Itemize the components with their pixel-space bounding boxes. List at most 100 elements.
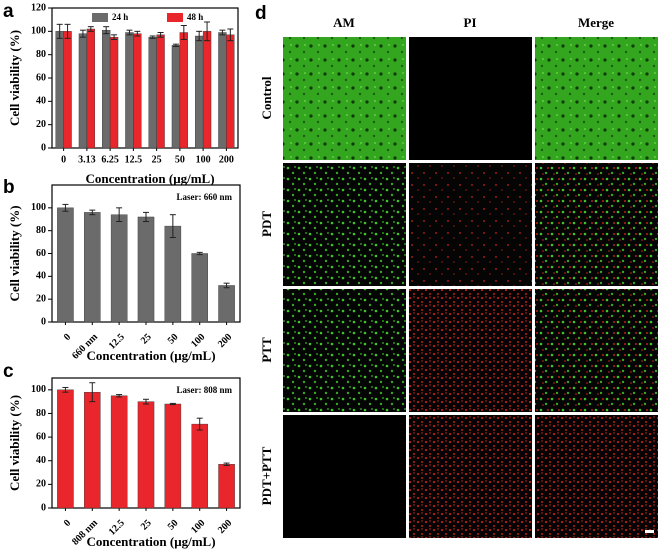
bar [84, 391, 101, 509]
bar [57, 207, 74, 323]
y-tick-label: 40 [36, 96, 46, 107]
y-tick-label: 0 [41, 142, 46, 153]
error-bar [89, 209, 96, 216]
legend-label: 24 h [112, 12, 128, 22]
x-tick-label: 100 [196, 154, 211, 165]
y-tick-label: 40 [36, 271, 46, 282]
bar [218, 32, 227, 149]
bar [171, 45, 181, 149]
error-bar [103, 26, 110, 35]
bar [202, 31, 212, 149]
bar [137, 216, 155, 323]
y-axis-title: Cell viability (%) [7, 30, 22, 126]
micrograph [283, 163, 406, 286]
error-bar [223, 282, 230, 289]
error-bar [111, 34, 118, 40]
panel-label: c [3, 361, 14, 382]
column-header: Merge [578, 15, 614, 30]
bar [137, 401, 155, 509]
bar [218, 464, 235, 509]
bar [57, 389, 74, 509]
x-tick-label: 200 [216, 332, 234, 350]
bar [84, 212, 101, 323]
y-tick-label: 80 [36, 225, 46, 236]
y-tick-label: 120 [31, 2, 46, 13]
x-axis-title: Concentration (μg/mL) [85, 171, 214, 186]
error-bar [116, 207, 123, 223]
bar [179, 32, 188, 149]
bar [148, 36, 157, 149]
micrograph [535, 289, 658, 412]
bar-charts: a 0 20 40 60 80 100 120 Cell viability (%) Concen… [3, 1, 241, 549]
error-bar [196, 417, 203, 431]
row-header: Control [259, 76, 274, 119]
error-bar [143, 211, 149, 223]
error-bar [227, 28, 234, 42]
micrograph [535, 37, 658, 160]
x-tick-label: 50 [166, 332, 181, 347]
micrograph [409, 415, 532, 538]
error-bar [116, 394, 123, 398]
bar [191, 423, 208, 509]
error-bar [219, 29, 226, 36]
micrograph [283, 37, 406, 160]
bar [191, 253, 208, 323]
x-tick-label: 0 [61, 154, 66, 165]
y-tick-label: 20 [36, 479, 46, 490]
x-tick-label: 25 [152, 154, 162, 165]
y-tick-label: 40 [36, 455, 46, 466]
error-bar [143, 398, 149, 405]
error-bar [196, 30, 203, 42]
y-tick-label: 100 [31, 26, 46, 37]
y-tick-label: 0 [41, 502, 46, 513]
y-tick-label: 100 [31, 384, 46, 395]
error-bar [79, 29, 86, 38]
error-bar [149, 35, 156, 39]
x-tick-label: 25 [139, 332, 154, 347]
annotation: Laser: 808 nm [177, 385, 233, 395]
bar [195, 35, 204, 149]
x-tick-label: 200 [219, 154, 234, 165]
x-axis-title: Concentration (μg/mL) [86, 534, 215, 549]
bar [218, 285, 235, 323]
legend-label: 48 h [187, 12, 203, 22]
error-bar [89, 382, 96, 403]
x-tick-label: 12.5 [125, 154, 143, 165]
y-tick-label: 20 [36, 119, 46, 130]
micrograph [409, 289, 532, 412]
row-header: PDT [259, 211, 274, 237]
error-bar [204, 21, 211, 42]
bar [164, 403, 182, 509]
legend-swatch [92, 13, 108, 22]
micrograph [409, 37, 532, 160]
error-bar [223, 462, 230, 466]
error-bar [157, 32, 164, 38]
error-bar [62, 203, 69, 212]
annotation: Laser: 660 nm [177, 192, 233, 202]
column-header: AM [333, 15, 355, 30]
error-bar [64, 23, 71, 39]
x-tick-label: 50 [175, 154, 185, 165]
scale-bar [645, 530, 654, 533]
bar [110, 214, 128, 323]
row-header: PDT+PTT [259, 446, 274, 505]
error-bar [172, 43, 179, 47]
bar [78, 33, 88, 149]
error-bar [169, 402, 176, 406]
bar [109, 36, 119, 149]
error-bar [180, 25, 187, 40]
y-axis-title: Cell viability (%) [7, 395, 22, 491]
x-tick-label: 3.13 [78, 154, 96, 165]
micrograph [535, 415, 658, 538]
error-bar [126, 29, 133, 36]
bar [110, 395, 128, 509]
bar [164, 225, 182, 323]
x-tick-label: 25 [139, 518, 154, 533]
x-tick-label: 200 [216, 518, 234, 536]
y-axis-title: Cell viability (%) [7, 205, 22, 301]
y-tick-label: 0 [41, 316, 46, 327]
micrograph [409, 163, 532, 286]
bar [86, 28, 95, 149]
error-bar [56, 23, 63, 39]
error-bar [87, 26, 94, 32]
